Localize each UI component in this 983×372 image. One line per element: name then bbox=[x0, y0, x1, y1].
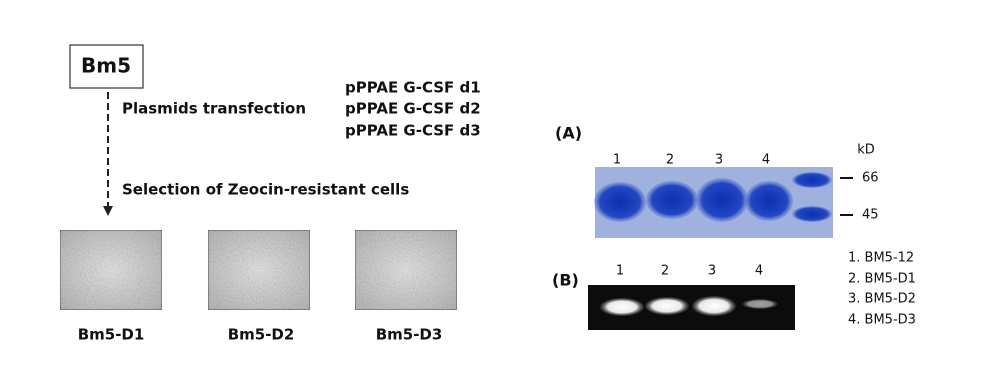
cell-label: Bm5-D3 bbox=[376, 326, 443, 344]
legend-item: 1. BM5-12 bbox=[848, 251, 914, 266]
gel-b bbox=[588, 285, 795, 330]
lane-label: 3 bbox=[708, 264, 716, 279]
lane-label: 2 bbox=[666, 153, 674, 168]
panel-label: (B) bbox=[552, 271, 579, 290]
step2: Selection of Zeocin-resistant cells bbox=[122, 181, 409, 199]
step1: Plasmids transfection bbox=[122, 100, 306, 118]
lane-label: 4 bbox=[755, 264, 763, 279]
panel-label: (A) bbox=[555, 124, 582, 143]
marker-band bbox=[792, 172, 832, 188]
band bbox=[692, 296, 736, 316]
start-box bbox=[69, 44, 144, 89]
marker-band bbox=[792, 206, 832, 222]
cell-label: Bm5-D2 bbox=[228, 326, 295, 344]
band bbox=[594, 182, 646, 222]
cell-image bbox=[59, 229, 163, 311]
arrow-head bbox=[103, 206, 113, 216]
legend-item: 3. BM5-D2 bbox=[848, 292, 916, 307]
lane-label: 3 bbox=[715, 153, 723, 168]
band bbox=[646, 181, 698, 219]
marker-label: 45 bbox=[862, 208, 879, 223]
plasmid: pPPAE G-CSF d1 bbox=[345, 79, 481, 97]
band bbox=[742, 299, 778, 309]
unit-label: kD bbox=[857, 143, 875, 158]
cell-image bbox=[207, 229, 311, 311]
band bbox=[696, 178, 748, 222]
lane-label: 4 bbox=[762, 153, 770, 168]
lane-label: 1 bbox=[613, 153, 621, 168]
legend-item: 4. BM5-D3 bbox=[848, 313, 916, 328]
lane-label: 2 bbox=[661, 264, 669, 279]
band bbox=[645, 297, 689, 315]
plasmid: pPPAE G-CSF d3 bbox=[345, 122, 481, 140]
plasmid: pPPAE G-CSF d2 bbox=[345, 100, 481, 118]
lane-label: 1 bbox=[616, 264, 624, 279]
start-label: Bm5 bbox=[81, 54, 131, 78]
band bbox=[600, 298, 644, 316]
gel-a bbox=[594, 167, 833, 238]
marker-label: 66 bbox=[862, 171, 879, 186]
cell-image bbox=[354, 229, 458, 311]
cell-images bbox=[59, 229, 458, 311]
cell-label: Bm5-D1 bbox=[78, 326, 145, 344]
legend-item: 2. BM5-D1 bbox=[848, 272, 916, 287]
band bbox=[745, 181, 793, 221]
